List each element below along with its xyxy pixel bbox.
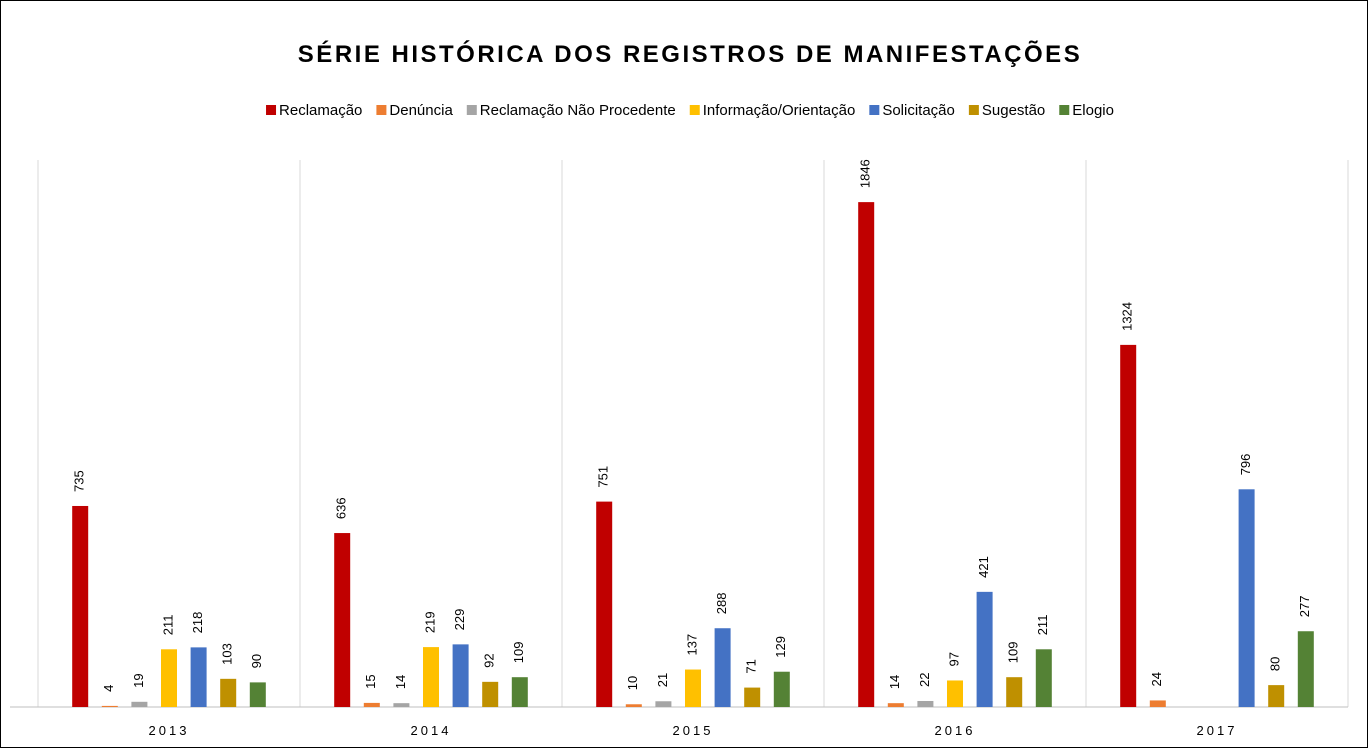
value-label: 229	[452, 609, 467, 631]
legend-swatch	[266, 105, 277, 115]
bar	[1035, 649, 1052, 707]
legend-label: Reclamação	[279, 102, 362, 119]
x-tick-label: 2013	[149, 723, 190, 738]
value-label: 211	[160, 615, 175, 636]
value-label: 421	[976, 556, 991, 578]
bar	[423, 647, 439, 707]
bar	[511, 677, 528, 707]
legend-label: Sugestão	[982, 102, 1045, 119]
bar	[917, 700, 934, 707]
value-label: 109	[1006, 641, 1021, 663]
bar	[655, 701, 672, 707]
bar	[72, 505, 89, 707]
value-label: 218	[190, 612, 205, 634]
bar	[482, 681, 499, 707]
bar	[947, 680, 963, 707]
legend-swatch	[466, 105, 477, 115]
value-label: 751	[596, 466, 611, 488]
value-label: 4	[101, 685, 116, 692]
value-label: 109	[511, 641, 526, 663]
value-label: 19	[131, 673, 146, 687]
x-tick-label: 2014	[411, 723, 452, 738]
bar	[744, 687, 761, 707]
value-label: 129	[773, 636, 788, 658]
bar	[393, 703, 410, 707]
value-label: 219	[422, 611, 437, 633]
value-label: 137	[684, 634, 699, 656]
value-label: 211	[1035, 615, 1050, 636]
bar	[1006, 677, 1023, 707]
legend-swatch	[376, 105, 387, 115]
legend-swatch	[689, 105, 700, 115]
value-label: 14	[393, 675, 408, 689]
value-label: 80	[1268, 657, 1283, 671]
legend-label: Solicitação	[882, 102, 955, 119]
value-label: 735	[72, 470, 87, 492]
bar	[596, 501, 613, 707]
legend-swatch	[968, 105, 979, 115]
value-label: 288	[714, 593, 729, 615]
value-label: 14	[887, 675, 902, 689]
bar	[714, 628, 731, 707]
legend-label: Reclamação Não Procedente	[480, 102, 676, 119]
bar	[1120, 344, 1137, 707]
bar	[131, 701, 148, 707]
bar	[625, 704, 642, 707]
legend-label: Denúncia	[389, 102, 453, 119]
value-label: 15	[363, 674, 378, 688]
x-tick-label: 2015	[673, 723, 714, 738]
bar	[220, 678, 237, 707]
value-label: 10	[625, 676, 640, 690]
bar	[1238, 489, 1255, 707]
bar	[334, 533, 351, 707]
bar	[685, 669, 701, 707]
value-label: 796	[1238, 454, 1253, 476]
legend-swatch	[869, 105, 880, 115]
value-label: 1324	[1120, 302, 1135, 331]
bar	[773, 671, 790, 707]
bar	[249, 682, 266, 707]
bar	[452, 644, 469, 707]
value-label: 636	[334, 497, 349, 519]
bar	[363, 702, 380, 707]
bar	[1268, 685, 1285, 707]
bar	[887, 703, 904, 707]
value-label: 97	[946, 652, 961, 666]
value-label: 103	[220, 643, 235, 665]
legend-label: Informação/Orientação	[703, 102, 856, 119]
value-label: 1846	[858, 159, 873, 188]
bar	[1297, 631, 1314, 707]
chart-title: SÉRIE HISTÓRICA DOS REGISTROS DE MANIFES…	[298, 40, 1082, 68]
x-tick-label: 2017	[1197, 723, 1238, 738]
legend-swatch	[1059, 105, 1070, 115]
value-label: 277	[1297, 596, 1312, 618]
value-label: 24	[1149, 672, 1164, 686]
bar	[101, 705, 118, 707]
bar	[190, 647, 207, 707]
value-label: 90	[249, 654, 264, 668]
value-label: 92	[482, 653, 497, 667]
bar	[161, 649, 177, 707]
value-label: 21	[655, 673, 670, 687]
bar	[858, 202, 875, 707]
legend-label: Elogio	[1072, 102, 1114, 119]
x-tick-label: 2016	[935, 723, 976, 738]
bar	[1149, 700, 1166, 707]
value-label: 22	[917, 673, 932, 687]
value-label: 71	[744, 659, 759, 673]
bar	[976, 591, 993, 707]
